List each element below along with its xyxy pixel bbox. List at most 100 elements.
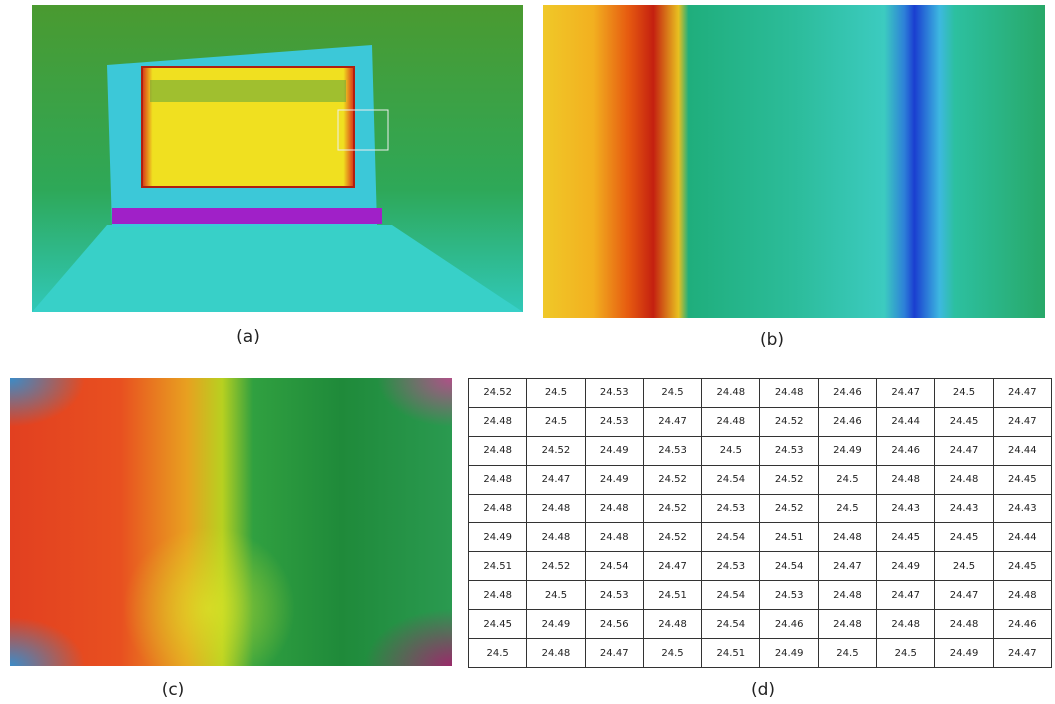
table-cell: 24.5 [527, 581, 585, 610]
table-cell: 24.48 [585, 523, 643, 552]
table-cell: 24.52 [643, 494, 701, 523]
table-cell: 24.47 [935, 436, 993, 465]
table-cell: 24.53 [585, 379, 643, 408]
table-cell: 24.48 [643, 610, 701, 639]
table-cell: 24.48 [818, 523, 876, 552]
table-cell: 24.48 [702, 407, 760, 436]
table-cell: 24.47 [993, 407, 1051, 436]
table-cell: 24.43 [877, 494, 935, 523]
table-cell: 24.5 [818, 639, 876, 668]
table-cell: 24.5 [527, 407, 585, 436]
table-cell: 24.52 [527, 436, 585, 465]
table-cell: 24.47 [643, 552, 701, 581]
table-cell: 24.54 [702, 523, 760, 552]
table-cell: 24.54 [702, 610, 760, 639]
table-cell: 24.48 [469, 407, 527, 436]
table-cell: 24.48 [469, 581, 527, 610]
caption: (c) [162, 680, 185, 700]
table-cell: 24.51 [760, 523, 818, 552]
table-cell: 24.53 [585, 407, 643, 436]
table-cell: 24.45 [993, 465, 1051, 494]
thermal-image-c [10, 378, 452, 666]
table-cell: 24.48 [877, 610, 935, 639]
table-cell: 24.44 [993, 436, 1051, 465]
table-cell: 24.53 [585, 581, 643, 610]
table-cell: 24.48 [585, 494, 643, 523]
table-cell: 24.48 [527, 494, 585, 523]
table-cell: 24.53 [760, 581, 818, 610]
table-cell: 24.49 [760, 639, 818, 668]
table-cell: 24.52 [760, 465, 818, 494]
table-cell: 24.48 [818, 610, 876, 639]
table-cell: 24.51 [643, 581, 701, 610]
table-cell: 24.47 [877, 379, 935, 408]
table-cell: 24.45 [469, 610, 527, 639]
table-cell: 24.46 [993, 610, 1051, 639]
table-cell: 24.52 [643, 523, 701, 552]
table-cell: 24.48 [527, 639, 585, 668]
table-cell: 24.5 [702, 436, 760, 465]
table-cell: 24.49 [469, 523, 527, 552]
figure: 24.5224.524.5324.524.4824.4824.4624.4724… [0, 0, 1055, 704]
table-cell: 24.48 [993, 581, 1051, 610]
table-cell: 24.54 [760, 552, 818, 581]
table-cell: 24.49 [585, 465, 643, 494]
table-cell: 24.45 [993, 552, 1051, 581]
table-cell: 24.49 [818, 436, 876, 465]
caption: (d) [751, 680, 775, 700]
table-cell: 24.47 [935, 581, 993, 610]
table-cell: 24.5 [643, 379, 701, 408]
table-cell: 24.46 [877, 436, 935, 465]
table-cell: 24.48 [935, 610, 993, 639]
table-cell: 24.49 [585, 436, 643, 465]
table-cell: 24.48 [760, 379, 818, 408]
table-cell: 24.47 [585, 639, 643, 668]
table-cell: 24.53 [702, 494, 760, 523]
table-cell: 24.47 [993, 379, 1051, 408]
caption: (b) [760, 330, 784, 350]
table-cell: 24.53 [643, 436, 701, 465]
table-cell: 24.52 [469, 379, 527, 408]
table-cell: 24.52 [643, 465, 701, 494]
table-cell: 24.44 [993, 523, 1051, 552]
table-cell: 24.48 [702, 379, 760, 408]
table-cell: 24.5 [935, 379, 993, 408]
table-cell: 24.46 [760, 610, 818, 639]
table-cell: 24.54 [702, 465, 760, 494]
table-cell: 24.43 [935, 494, 993, 523]
table-cell: 24.56 [585, 610, 643, 639]
table-cell: 24.47 [818, 552, 876, 581]
thermal-image-a [32, 5, 523, 312]
table-cell: 24.48 [469, 465, 527, 494]
table-cell: 24.48 [527, 523, 585, 552]
table-cell: 24.44 [877, 407, 935, 436]
table-cell: 24.48 [877, 465, 935, 494]
table-cell: 24.5 [469, 639, 527, 668]
table-cell: 24.47 [877, 581, 935, 610]
table-cell: 24.52 [760, 407, 818, 436]
table-cell: 24.45 [935, 523, 993, 552]
table-cell: 24.5 [877, 639, 935, 668]
table-cell: 24.53 [702, 552, 760, 581]
table-cell: 24.45 [935, 407, 993, 436]
table-cell: 24.48 [469, 494, 527, 523]
table-cell: 24.49 [527, 610, 585, 639]
table-cell: 24.45 [877, 523, 935, 552]
table-cell: 24.53 [760, 436, 818, 465]
table-cell: 24.48 [935, 465, 993, 494]
table-cell: 24.5 [818, 494, 876, 523]
table-cell: 24.49 [877, 552, 935, 581]
table-cell: 24.51 [702, 639, 760, 668]
table-cell: 24.48 [469, 436, 527, 465]
table-cell: 24.47 [643, 407, 701, 436]
